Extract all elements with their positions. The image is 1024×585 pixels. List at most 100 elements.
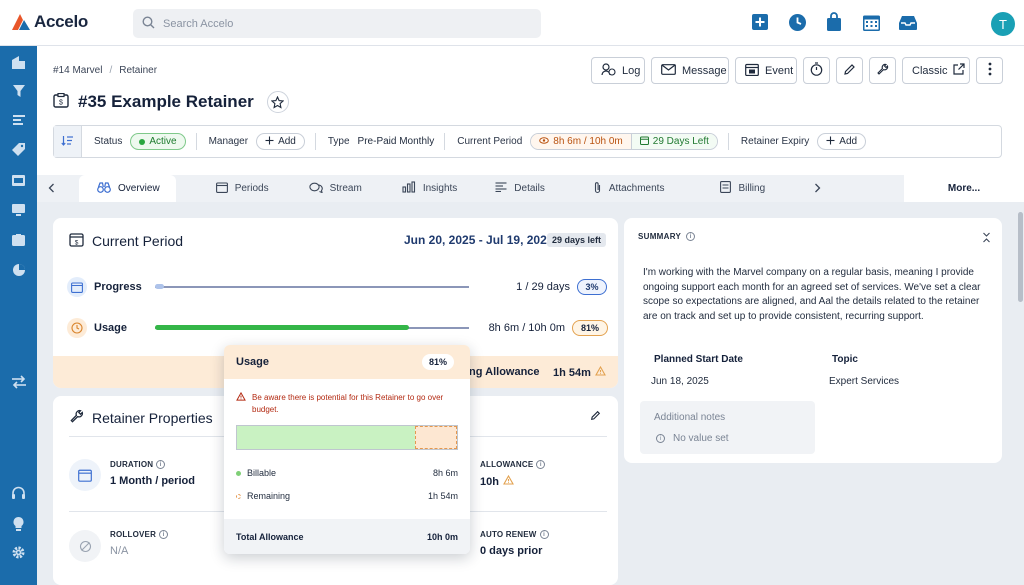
svg-text:$: $ bbox=[75, 239, 79, 246]
log-time-icon bbox=[601, 62, 616, 79]
favorite-star-icon[interactable] bbox=[266, 91, 289, 113]
transfer-icon[interactable] bbox=[10, 373, 27, 390]
usage-percent-badge: 81% bbox=[572, 320, 608, 336]
billable-label: Billable bbox=[247, 468, 277, 478]
retainer-properties-title: Retainer Properties bbox=[92, 410, 213, 426]
wrench-icon bbox=[876, 63, 889, 79]
details-list-icon bbox=[495, 182, 507, 195]
page-scrollbar[interactable] bbox=[1017, 202, 1024, 585]
allowance-value: 10h bbox=[480, 475, 499, 488]
headset-icon[interactable] bbox=[10, 485, 27, 502]
edit-button[interactable] bbox=[836, 57, 863, 84]
tab-overview-label: Overview bbox=[118, 183, 160, 194]
remaining-dot-icon bbox=[236, 493, 241, 499]
duration-label: DURATION bbox=[110, 460, 154, 469]
bag-icon[interactable] bbox=[824, 12, 844, 32]
breadcrumb: #14 Marvel / Retainer bbox=[53, 65, 157, 76]
event-button[interactable]: Event bbox=[735, 57, 797, 84]
rollover-disabled-icon bbox=[69, 530, 101, 562]
user-avatar[interactable]: T bbox=[991, 12, 1015, 36]
tab-details[interactable]: Details bbox=[477, 175, 565, 202]
progress-fill bbox=[155, 284, 165, 289]
sort-toggle[interactable] bbox=[54, 126, 82, 157]
scrollbar-thumb[interactable] bbox=[1018, 212, 1023, 302]
add-expiry-button[interactable]: Add bbox=[817, 133, 867, 150]
svg-text:$: $ bbox=[59, 100, 63, 107]
auto-renew-label: AUTO RENEW bbox=[480, 530, 537, 539]
tab-insights[interactable]: Insights bbox=[382, 175, 477, 202]
tabs-scroll-left[interactable] bbox=[37, 175, 65, 202]
period-days-segment: 29 Days Left bbox=[631, 134, 717, 149]
info-icon[interactable]: i bbox=[536, 460, 546, 469]
current-period-pill[interactable]: 8h 6m / 10h 0m 29 Days Left bbox=[530, 133, 718, 150]
duration-value: 1 Month / period bbox=[110, 475, 195, 487]
gear-icon[interactable] bbox=[10, 544, 27, 561]
calendar-icon[interactable] bbox=[861, 12, 881, 32]
usage-breakdown-bar bbox=[236, 425, 458, 450]
info-icon[interactable]: i bbox=[686, 232, 696, 241]
record-header: #14 Marvel / Retainer $ #35 Example Reta… bbox=[37, 46, 1024, 202]
tab-attachments-label: Attachments bbox=[608, 183, 665, 194]
pie-chart-icon[interactable] bbox=[10, 261, 27, 278]
tab-stream[interactable]: Stream bbox=[289, 175, 382, 202]
active-dot-icon bbox=[139, 138, 146, 145]
tab-overview[interactable]: Overview bbox=[79, 175, 176, 202]
tab-details-label: Details bbox=[514, 183, 545, 194]
tab-attachments[interactable]: Attachments bbox=[565, 175, 685, 202]
monitor-icon[interactable] bbox=[10, 201, 27, 218]
inbox-icon[interactable] bbox=[898, 12, 918, 32]
plus-icon bbox=[826, 136, 835, 148]
edit-properties-pencil-icon[interactable] bbox=[590, 410, 601, 424]
tabs-scroll-right[interactable] bbox=[803, 175, 831, 202]
log-label: Log bbox=[622, 64, 641, 77]
ticket-icon[interactable] bbox=[10, 171, 27, 188]
progress-calendar-icon bbox=[67, 277, 87, 297]
top-bar: Accelo T bbox=[0, 0, 1024, 46]
message-button[interactable]: Message bbox=[651, 57, 729, 84]
message-label: Message bbox=[682, 64, 727, 77]
total-allowance-label: Total Allowance bbox=[236, 532, 304, 542]
status-badge[interactable]: Active bbox=[130, 133, 186, 150]
collapse-chevrons-icon[interactable] bbox=[982, 232, 991, 246]
classic-view-button[interactable]: Classic bbox=[902, 57, 970, 84]
more-actions-button[interactable] bbox=[976, 57, 1003, 84]
tab-periods[interactable]: Periods bbox=[176, 175, 289, 202]
building-icon[interactable] bbox=[10, 54, 27, 71]
info-icon: i bbox=[656, 434, 665, 443]
add-manager-label: Add bbox=[278, 136, 296, 147]
breadcrumb-parent[interactable]: #14 Marvel bbox=[53, 65, 103, 76]
info-icon[interactable]: i bbox=[156, 460, 166, 469]
tag-icon[interactable] bbox=[10, 141, 27, 158]
current-period-label: Current Period bbox=[457, 136, 523, 147]
add-manager-button[interactable]: Add bbox=[256, 133, 305, 150]
chat-bubbles-icon bbox=[308, 182, 323, 196]
tab-billing[interactable]: Billing bbox=[684, 175, 785, 202]
periods-icon bbox=[215, 181, 228, 196]
accelo-logo[interactable]: Accelo bbox=[10, 12, 88, 32]
filter-icon[interactable] bbox=[10, 82, 27, 99]
plus-square-icon[interactable] bbox=[750, 12, 770, 32]
divider bbox=[727, 133, 729, 150]
log-button[interactable]: Log bbox=[591, 57, 645, 84]
tools-button[interactable] bbox=[869, 57, 896, 84]
timer-button[interactable] bbox=[803, 57, 830, 84]
info-icon[interactable]: i bbox=[539, 530, 549, 539]
add-expiry-label: Add bbox=[839, 136, 858, 147]
rollover-label: ROLLOVER bbox=[110, 530, 157, 539]
search-input[interactable] bbox=[163, 17, 523, 30]
sort-icon bbox=[61, 135, 74, 149]
lightbulb-icon[interactable] bbox=[10, 515, 27, 532]
usage-fill[interactable] bbox=[155, 325, 410, 330]
external-link-icon bbox=[953, 63, 966, 78]
list-icon[interactable] bbox=[10, 111, 27, 128]
breadcrumb-current[interactable]: Retainer bbox=[119, 65, 158, 76]
additional-notes-box[interactable]: Additional notes i No value set bbox=[640, 401, 815, 454]
global-search[interactable] bbox=[133, 9, 541, 38]
contract-icon[interactable] bbox=[10, 231, 27, 248]
total-allowance-value: 10h 0m bbox=[426, 532, 458, 542]
clock-icon[interactable] bbox=[787, 12, 807, 32]
planned-start-label: Planned Start Date bbox=[654, 354, 743, 365]
pencil-icon bbox=[843, 63, 856, 79]
info-icon[interactable]: i bbox=[159, 530, 169, 539]
tab-more[interactable]: More... bbox=[904, 175, 1024, 202]
